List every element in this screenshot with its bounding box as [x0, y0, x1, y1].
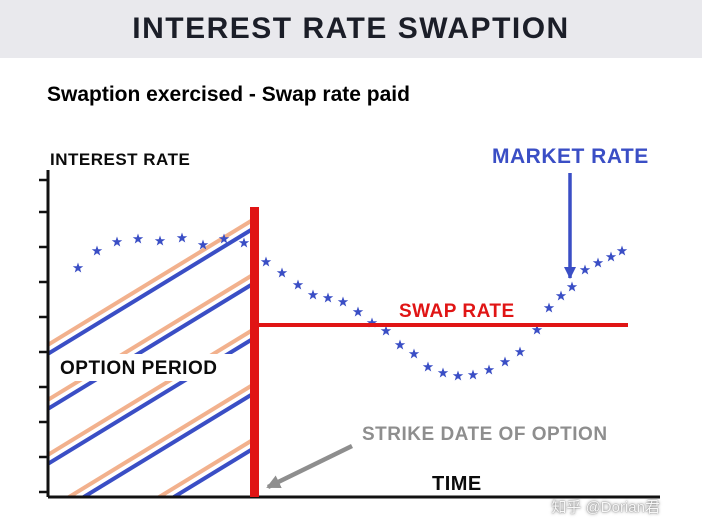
market-rate-star [579, 264, 591, 275]
market-rate-star [394, 339, 406, 350]
market-rate-label: MARKET RATE [492, 145, 649, 168]
market-rate-star [531, 324, 543, 335]
market-rate-star [292, 279, 304, 290]
market-rate-star [218, 233, 230, 244]
market-rate-star [197, 239, 209, 250]
hatch-line-orange [65, 384, 251, 497]
market-rate-star [483, 364, 495, 375]
market-rate-star [380, 325, 392, 336]
y-axis-ticks [39, 178, 48, 494]
market-rate-star [616, 245, 628, 256]
market-rate-star [467, 369, 479, 380]
hatch-line-blue [170, 448, 251, 497]
market-rate-star [437, 367, 449, 378]
market-rate-star [111, 236, 123, 247]
market-rate-star [566, 281, 578, 292]
x-axis-label: TIME [432, 473, 482, 495]
market-rate-star [592, 257, 604, 268]
swaption-chart: OPTION PERIOD INTEREST RATE MARKET RATE … [39, 145, 660, 499]
option-period-label-bg [54, 354, 248, 381]
market-rate-star [337, 296, 349, 307]
market-rate-star [555, 290, 567, 301]
title-banner: INTEREST RATE SWAPTION [0, 0, 702, 58]
hatch-line-orange [155, 439, 251, 497]
market-rate-star [154, 235, 166, 246]
market-rate-star [238, 237, 250, 248]
market-rate-star [514, 346, 526, 357]
hatch-line-blue [79, 393, 251, 497]
market-rate-star [499, 356, 511, 367]
market-rate-star [605, 251, 617, 262]
hatch-line-orange [49, 329, 251, 457]
market-rate-star [72, 262, 84, 273]
market-rate-star [408, 348, 420, 359]
watermark: 知乎 @Dorian君 [551, 499, 660, 516]
hatch-line-orange [49, 219, 251, 347]
strike-date-arrow [266, 443, 353, 490]
market-rate-star [322, 292, 334, 303]
market-rate-star [422, 361, 434, 372]
subtitle: Swaption exercised - Swap rate paid [47, 83, 410, 106]
hatch-line-orange [49, 274, 251, 402]
market-rate-star [366, 317, 378, 328]
option-period-label: OPTION PERIOD [60, 358, 217, 379]
market-rate-star [176, 232, 188, 243]
market-rate-star [543, 302, 555, 313]
market-rate-star [276, 267, 288, 278]
hatch-line-blue [49, 283, 251, 411]
swap-rate-label: SWAP RATE [399, 301, 515, 322]
market-rate-star [260, 256, 272, 267]
market-rate-star [307, 289, 319, 300]
hatch-line-blue [49, 228, 251, 356]
strike-date-label: STRIKE DATE OF OPTION [362, 424, 608, 445]
market-rate-points [72, 232, 628, 381]
market-rate-star [91, 245, 103, 256]
y-axis-label: INTEREST RATE [50, 150, 190, 169]
market-rate-star [452, 370, 464, 381]
page-title: INTEREST RATE SWAPTION [132, 12, 570, 45]
market-rate-star [132, 233, 144, 244]
strike-date-bar [250, 207, 259, 497]
market-rate-star [352, 306, 364, 317]
